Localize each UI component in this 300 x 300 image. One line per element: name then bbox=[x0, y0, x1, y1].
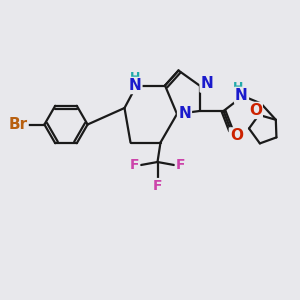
Text: N: N bbox=[235, 88, 248, 103]
Text: O: O bbox=[230, 128, 243, 143]
Text: N: N bbox=[129, 78, 141, 93]
Text: N: N bbox=[178, 106, 191, 122]
Text: Br: Br bbox=[9, 118, 27, 131]
Text: F: F bbox=[153, 179, 162, 193]
Text: F: F bbox=[130, 158, 139, 172]
Text: Br: Br bbox=[8, 117, 28, 132]
Text: H: H bbox=[130, 70, 140, 84]
Text: O: O bbox=[249, 103, 262, 118]
Text: H: H bbox=[233, 81, 244, 94]
Text: F: F bbox=[176, 158, 185, 172]
Text: N: N bbox=[201, 76, 213, 92]
